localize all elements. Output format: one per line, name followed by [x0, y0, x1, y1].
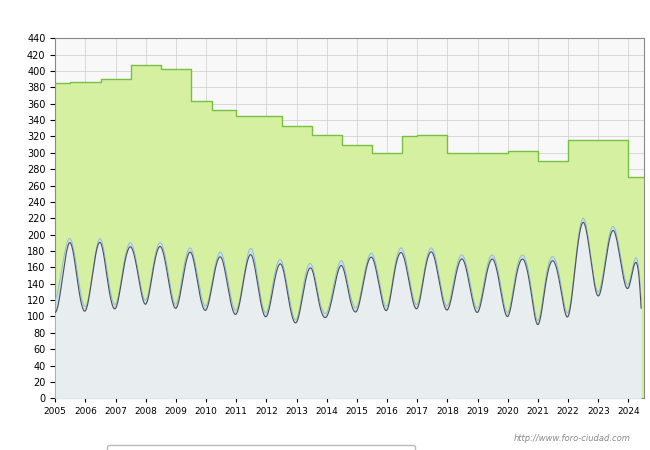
Legend: Ocupados, Parados, Hab. entre 16-64: Ocupados, Parados, Hab. entre 16-64: [107, 446, 415, 450]
Text: http://www.foro-ciudad.com: http://www.foro-ciudad.com: [514, 434, 630, 443]
Text: Caravia - Evolucion de la poblacion en edad de Trabajar Mayo de 2024: Caravia - Evolucion de la poblacion en e…: [92, 12, 558, 25]
